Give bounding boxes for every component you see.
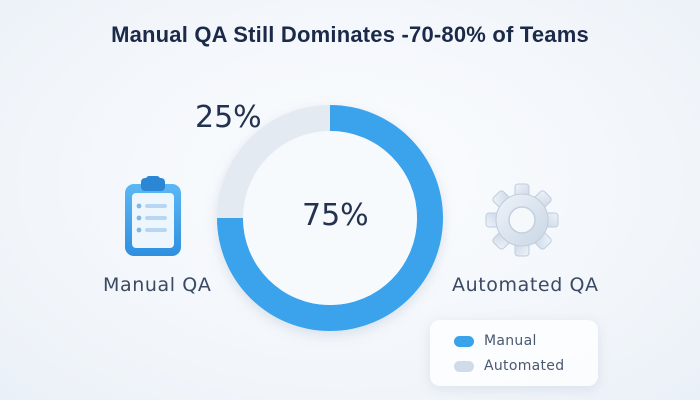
legend-swatch-automated: [454, 360, 474, 372]
automated-percent-label: 25%: [195, 100, 262, 135]
donut-slice-automated: [217, 105, 330, 218]
legend-swatch-manual: [454, 335, 474, 347]
manual-qa-label: Manual QA: [103, 274, 212, 296]
legend-label-manual: Manual: [484, 333, 537, 349]
manual-percent-label: 75%: [302, 198, 369, 233]
clipboard-icon: [125, 176, 181, 256]
chart-legend: Manual Automated: [430, 320, 598, 386]
legend-label-automated: Automated: [484, 358, 565, 374]
automated-qa-label: Automated QA: [452, 274, 599, 296]
legend-item-automated: Automated: [454, 358, 564, 374]
gear-icon: [485, 183, 559, 257]
legend-item-manual: Manual: [454, 333, 537, 349]
donut-hole: [243, 131, 417, 305]
chart-title: Manual QA Still Dominates -70-80% of Tea…: [111, 22, 589, 47]
